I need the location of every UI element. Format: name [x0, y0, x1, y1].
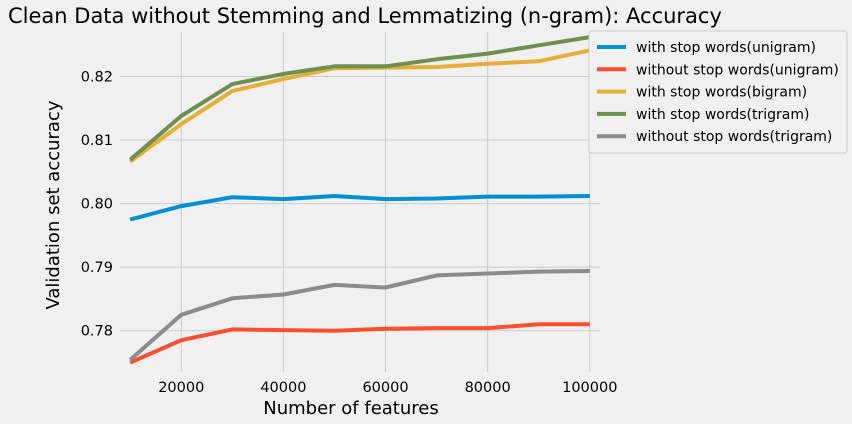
legend: with stop words(unigram) without stop wor… [588, 30, 848, 154]
x-axis-ticks: 20000 40000 60000 80000 100000 [158, 380, 617, 396]
series-line-1 [129, 322, 590, 365]
legend-label-3: with stop words(trigram) [636, 107, 809, 123]
series-line-4 [128, 269, 590, 362]
y-tick-label: 0.80 [81, 197, 113, 213]
x-tick-label: 100000 [562, 380, 617, 396]
legend-label-1: without stop words(unigram) [636, 62, 839, 78]
legend-box [588, 30, 848, 154]
series-line-3 [128, 35, 591, 162]
legend-label-0: with stop words(unigram) [636, 40, 816, 56]
x-tick-label: 40000 [260, 380, 306, 396]
x-tick-label: 80000 [465, 380, 511, 396]
x-tick-label: 20000 [158, 380, 204, 396]
chart-title: Clean Data without Stemming and Lemmatiz… [8, 4, 722, 28]
y-axis-ticks: 0.78 0.79 0.80 0.81 0.82 [81, 69, 113, 339]
grid [120, 32, 600, 372]
series-line-0 [129, 194, 590, 222]
y-axis-label: Validation set accuracy [43, 100, 64, 309]
legend-label-4: without stop words(trigram) [636, 129, 832, 145]
y-tick-label: 0.81 [81, 133, 113, 149]
series-lines [128, 35, 591, 365]
y-tick-label: 0.82 [81, 69, 113, 85]
legend-label-2: with stop words(bigram) [636, 85, 807, 101]
y-tick-label: 0.78 [81, 324, 113, 340]
y-tick-label: 0.79 [81, 260, 113, 276]
x-axis-label: Number of features [263, 398, 438, 419]
x-tick-label: 60000 [362, 380, 408, 396]
